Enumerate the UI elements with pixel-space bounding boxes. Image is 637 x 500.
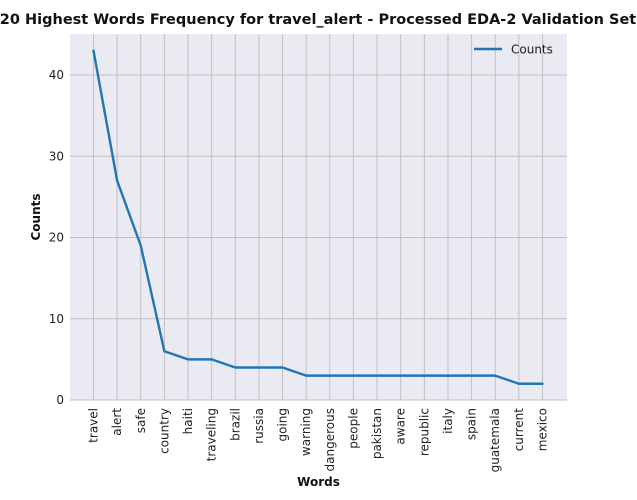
data-point bbox=[140, 245, 142, 247]
data-point bbox=[376, 375, 378, 377]
data-point bbox=[211, 358, 213, 360]
x-tick-label: going bbox=[276, 408, 290, 442]
data-point bbox=[400, 375, 402, 377]
x-tick-label: haiti bbox=[181, 408, 195, 434]
data-point bbox=[281, 366, 284, 369]
x-tick-label: dangerous bbox=[323, 408, 337, 471]
x-tick-label: safe bbox=[134, 408, 148, 433]
legend-label-counts: Counts bbox=[511, 43, 553, 57]
x-tick-label: people bbox=[346, 408, 360, 449]
x-tick-label: brazil bbox=[228, 408, 242, 441]
data-point bbox=[163, 350, 165, 352]
x-axis-label: Words bbox=[297, 475, 340, 489]
chart-title: 20 Highest Words Frequency for travel_al… bbox=[0, 12, 636, 28]
series-layer bbox=[92, 49, 544, 385]
x-tick-label: republic bbox=[417, 408, 431, 456]
y-axis-ticks: 0 10 20 30 40 bbox=[49, 68, 64, 407]
plot-area bbox=[70, 34, 567, 400]
y-tick-label: 0 bbox=[56, 393, 64, 407]
x-tick-label: travel bbox=[87, 408, 101, 443]
data-point bbox=[518, 383, 520, 385]
x-tick-label: current bbox=[512, 408, 526, 452]
data-point bbox=[116, 180, 118, 182]
data-point bbox=[258, 366, 260, 369]
y-tick-label: 10 bbox=[49, 312, 64, 326]
x-tick-label: russia bbox=[252, 408, 266, 444]
x-tick-label: pakistan bbox=[370, 408, 384, 459]
data-point bbox=[447, 375, 449, 377]
x-tick-label: traveling bbox=[205, 408, 219, 461]
x-tick-label: aware bbox=[394, 408, 408, 445]
y-tick-label: 20 bbox=[49, 231, 64, 245]
x-tick-label: country bbox=[157, 408, 171, 454]
y-tick-label: 30 bbox=[49, 149, 64, 163]
data-point bbox=[92, 50, 95, 52]
x-tick-label: mexico bbox=[536, 408, 550, 451]
x-axis-ticks: travel alert safe country haiti traveling braz… bbox=[87, 408, 550, 473]
x-tick-label: spain bbox=[465, 408, 479, 440]
data-point bbox=[494, 375, 496, 377]
series-line-counts bbox=[92, 49, 544, 385]
data-point bbox=[541, 383, 544, 385]
data-point bbox=[187, 358, 189, 360]
x-tick-label: warning bbox=[299, 408, 313, 456]
data-point bbox=[471, 375, 473, 377]
y-tick-label: 40 bbox=[49, 68, 64, 82]
x-tick-label: italy bbox=[441, 408, 455, 434]
data-point bbox=[329, 375, 331, 377]
data-point bbox=[305, 375, 307, 377]
x-tick-label: alert bbox=[110, 408, 124, 436]
data-point bbox=[352, 375, 355, 377]
data-point bbox=[423, 375, 425, 377]
grid bbox=[70, 34, 567, 401]
legend: Counts bbox=[474, 43, 553, 57]
data-point bbox=[234, 366, 236, 369]
x-tick-label: guatemala bbox=[488, 408, 502, 472]
y-axis-label: Counts bbox=[29, 193, 43, 240]
